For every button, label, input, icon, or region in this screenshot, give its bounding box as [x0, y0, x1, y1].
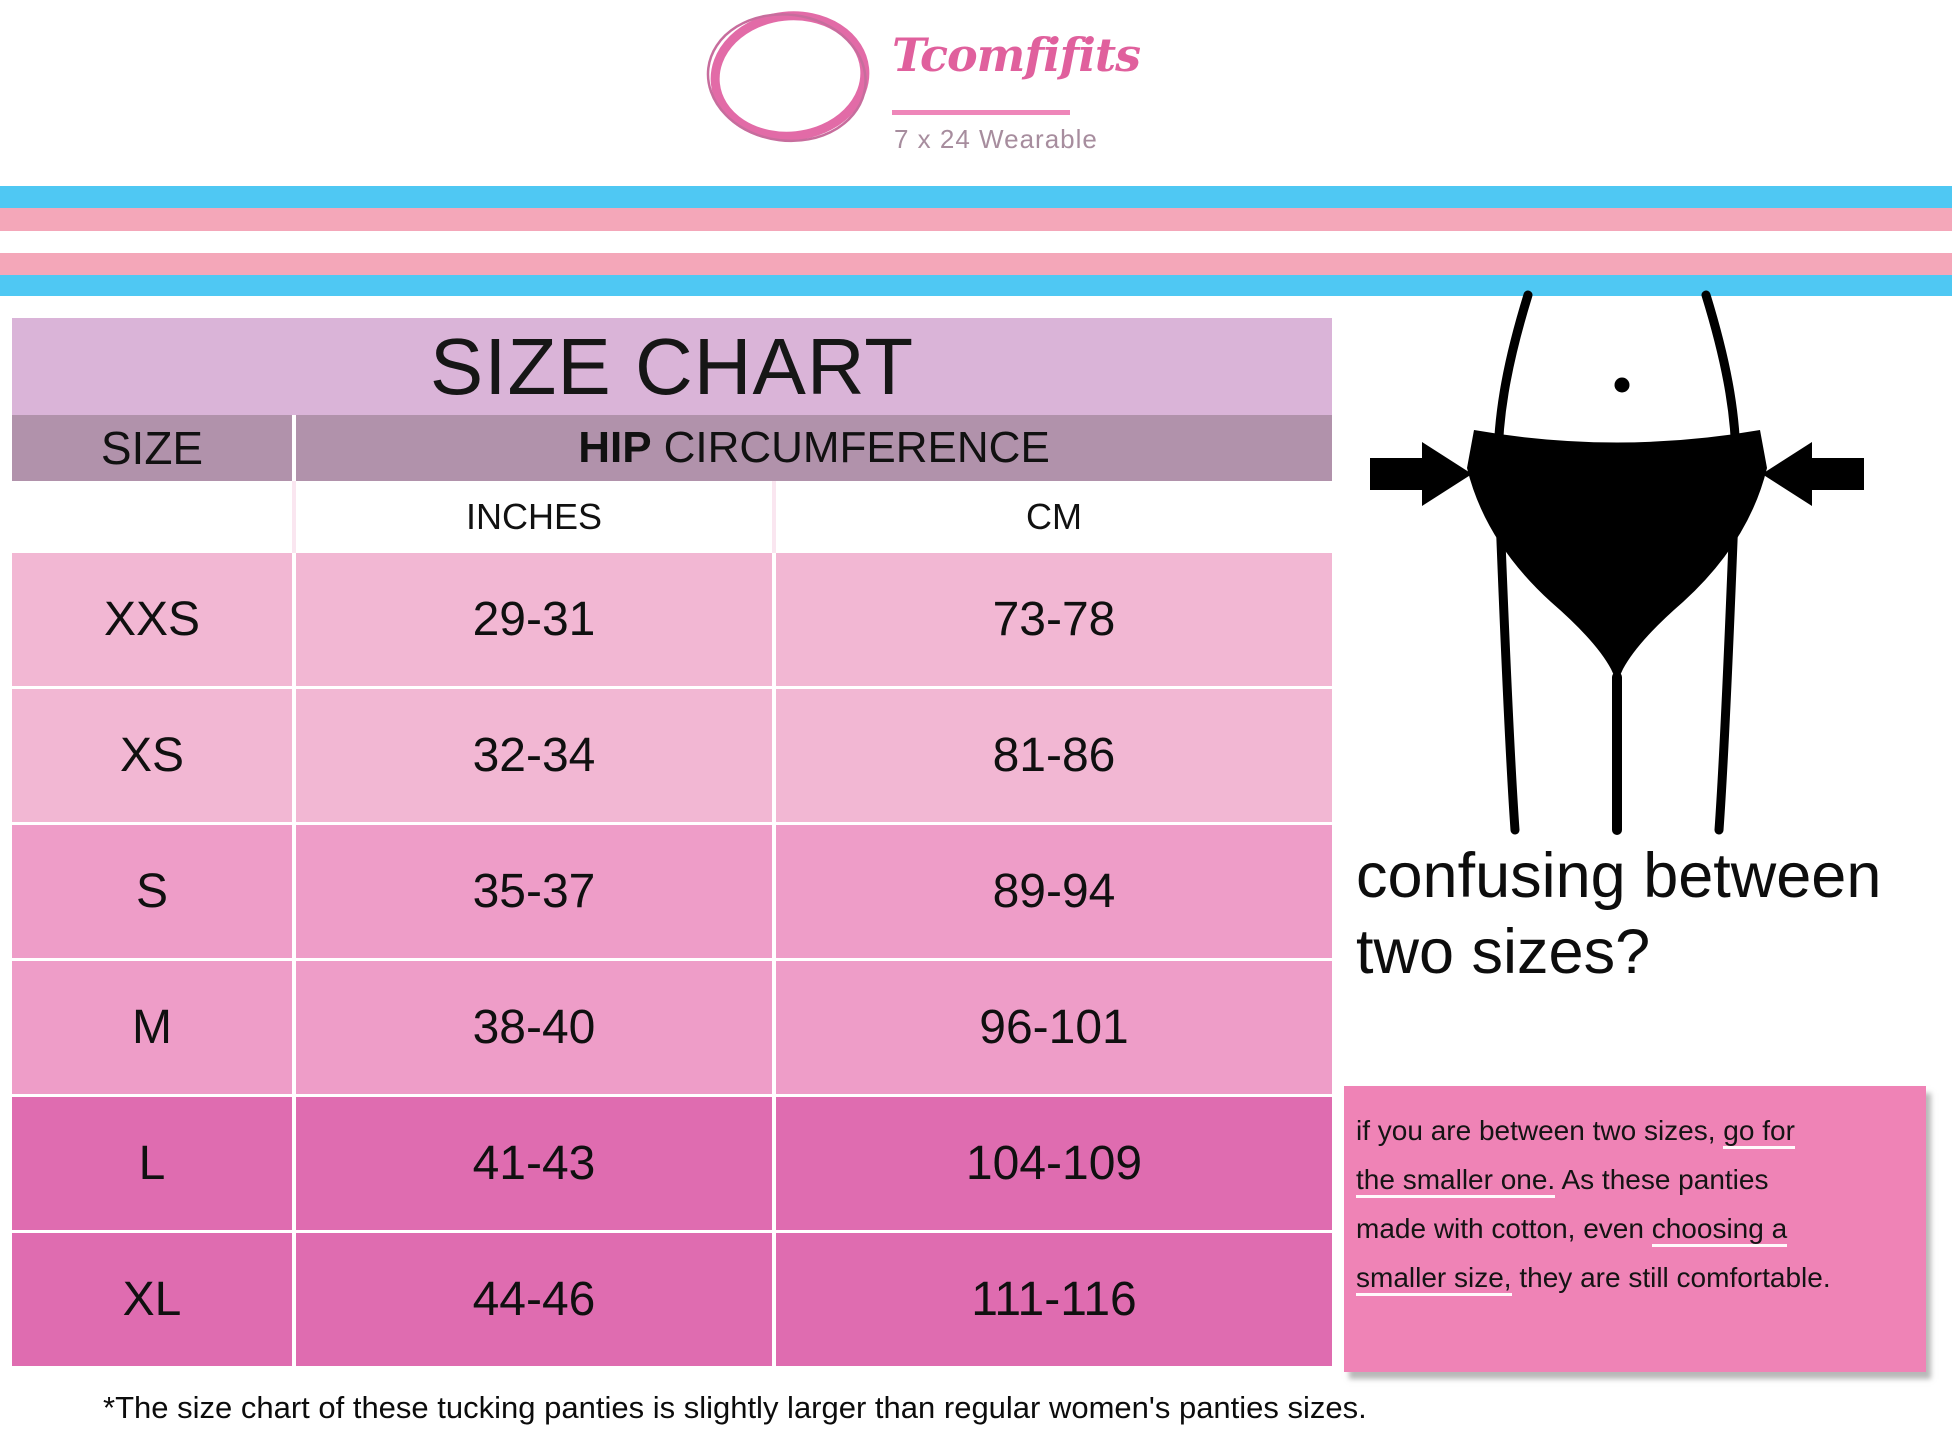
brand-tagline: 7 x 24 Wearable [894, 124, 1098, 154]
fit-tip-plain-text: made with cotton, even [1356, 1213, 1652, 1244]
fit-tip-line: the smaller one. As these panties [1356, 1155, 1916, 1204]
sizing-question-line1: confusing between [1356, 841, 1882, 911]
header-size-cell: SIZE [12, 415, 296, 481]
stripe-pink-top [0, 208, 1952, 231]
size-chart-table: SIZE CHART SIZE HIP CIRCUMFERENCE INCHES… [12, 318, 1332, 1366]
cm-cell: 89-94 [772, 825, 1332, 958]
inches-cell: 32-34 [292, 689, 772, 822]
header-hip-bold: HIP [578, 423, 652, 472]
stripe-blue-top [0, 186, 1952, 208]
fit-tip-line: made with cotton, even choosing a [1356, 1204, 1916, 1253]
fit-tip-plain-text: As these panties [1555, 1164, 1769, 1195]
units-inches-label: INCHES [465, 496, 603, 537]
brand-circle-icon [706, 11, 870, 143]
size-cell: M [132, 1001, 172, 1054]
fit-tip-line: smaller size, they are still comfortable… [1356, 1253, 1916, 1302]
table-row: L 41-43 104-109 [12, 1097, 1332, 1230]
units-divider-right [772, 481, 776, 553]
fit-tip-underlined-text: choosing a [1651, 1213, 1788, 1247]
navel-dot [1614, 377, 1630, 393]
stripe-pink-bottom [0, 253, 1952, 275]
fit-tip-text: if you are between two sizes, go for the … [1356, 1106, 1916, 1302]
left-arrow-icon [1370, 442, 1472, 506]
inches-cell: 35-37 [292, 825, 772, 958]
header-hip-rest: CIRCUMFERENCE [663, 423, 1050, 472]
cm-cell: 104-109 [772, 1097, 1332, 1230]
size-cell: XS [119, 729, 185, 782]
fit-tip-underlined-text: go for [1723, 1115, 1795, 1149]
table-row: XL 44-46 111-116 [12, 1233, 1332, 1366]
panty-shape [1467, 430, 1767, 682]
cm-cell: 96-101 [772, 961, 1332, 1094]
footnote: *The size chart of these tucking panties… [103, 1390, 1367, 1425]
inches-cell: 41-43 [292, 1097, 772, 1230]
table-row: XXS 29-31 73-78 [12, 553, 1332, 686]
fit-tip-underlined-text: smaller size, [1356, 1262, 1512, 1296]
size-cell: XXS [103, 593, 201, 646]
fit-tip-box: if you are between two sizes, go for the … [1344, 1086, 1926, 1372]
cm-cell: 73-78 [772, 553, 1332, 686]
size-table-body: XXS 29-31 73-78 XS 32-34 81-86 S 35-37 89-94 M 38-… [12, 553, 1332, 1366]
table-row: S 35-37 89-94 [12, 825, 1332, 958]
inches-cell: 38-40 [292, 961, 772, 1094]
fit-tip-plain-text: if you are between two sizes, [1356, 1115, 1724, 1146]
sizing-question-line2: two sizes? [1356, 917, 1651, 987]
size-cell: L [138, 1137, 166, 1190]
units-divider-left [292, 481, 296, 553]
table-header-row: SIZE HIP CIRCUMFERENCE [12, 415, 1332, 481]
cm-cell: 111-116 [772, 1233, 1332, 1366]
hip-figure-icon [1370, 290, 1864, 835]
units-row: INCHES CM [12, 481, 1332, 553]
right-arrow-icon [1762, 442, 1864, 506]
brand-divider [892, 110, 1070, 115]
sizing-question: confusing between two sizes? [1356, 838, 1881, 990]
table-row: XS 32-34 81-86 [12, 689, 1332, 822]
stripe-blue-bottom [0, 275, 1952, 296]
inches-cell: 29-31 [292, 553, 772, 686]
header-hip-cell: HIP CIRCUMFERENCE [296, 415, 1332, 481]
size-chart-title: SIZE CHART [12, 318, 1332, 415]
fit-tip-underlined-text: the smaller one. [1356, 1164, 1556, 1198]
brand-name: Tcomfifits [892, 28, 1141, 82]
inches-cell: 44-46 [292, 1233, 772, 1366]
fit-tip-line: if you are between two sizes, go for [1356, 1106, 1916, 1155]
size-cell: S [135, 865, 168, 918]
cm-cell: 81-86 [772, 689, 1332, 822]
units-cm-label: CM [1026, 496, 1082, 537]
size-cell: XL [122, 1273, 182, 1326]
table-row: M 38-40 96-101 [12, 961, 1332, 1094]
fit-tip-plain-text: they are still comfortable. [1511, 1262, 1831, 1293]
